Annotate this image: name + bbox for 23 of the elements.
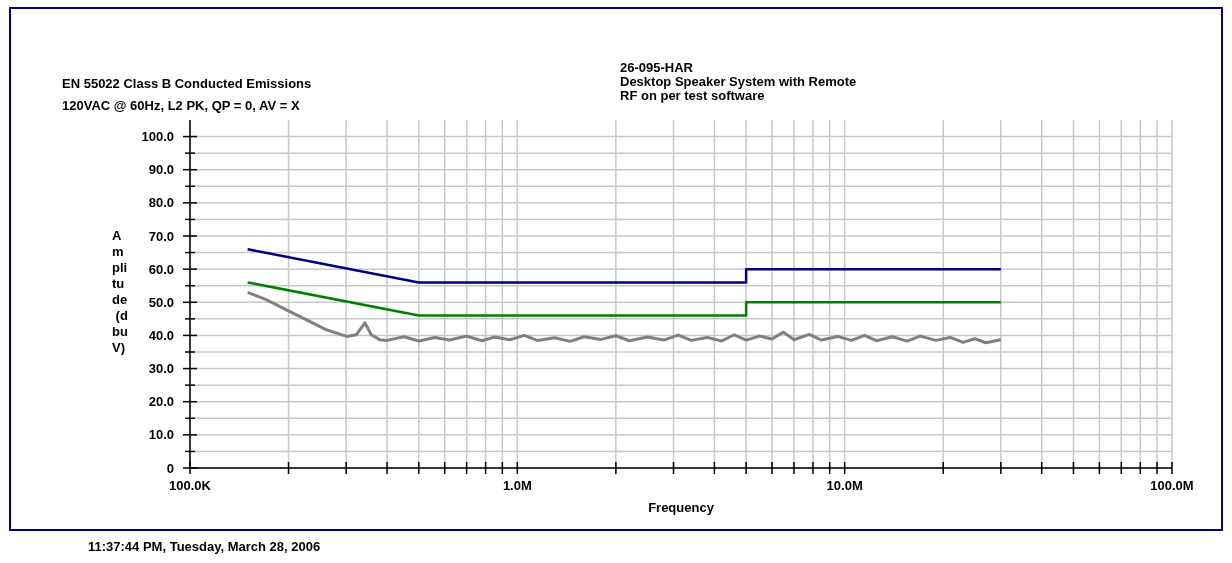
y-tick-label: 0	[166, 460, 174, 476]
x-tick-label: 1.0M	[502, 478, 532, 493]
y-tick-label: 70.0	[148, 228, 174, 244]
chart-subtitle: 120VAC @ 60Hz, L2 PK, QP = 0, AV = X	[62, 98, 300, 113]
y-tick-label: 90.0	[148, 162, 174, 178]
y-tick-label: 50.0	[148, 294, 174, 310]
chart-title: EN 55022 Class B Conducted Emissions	[62, 76, 312, 91]
y-tick-label: 40.0	[148, 327, 174, 343]
y-tick-label: 100.0	[141, 129, 174, 145]
y-tick-label: 10.0	[148, 427, 174, 443]
x-tick-label: 100.0M	[1150, 478, 1194, 493]
y-axis-title: Amplitude (dbuV)	[112, 228, 128, 355]
y-tick-label: 20.0	[148, 394, 174, 410]
x-tick-label: 100.0K	[169, 478, 212, 493]
y-tick-label: 60.0	[148, 261, 174, 277]
y-tick-label: 80.0	[148, 195, 174, 211]
text: RF on per test software	[620, 88, 765, 103]
text: 11:37:44 PM, Tuesday, March 28, 2006	[88, 539, 321, 554]
text: 26-095-HAR	[620, 60, 694, 75]
x-axis-title: Frequency	[648, 500, 715, 515]
y-tick-label: 30.0	[148, 361, 174, 377]
x-tick-label: 10.0M	[826, 478, 863, 493]
text: Desktop Speaker System with Remote	[620, 74, 857, 89]
